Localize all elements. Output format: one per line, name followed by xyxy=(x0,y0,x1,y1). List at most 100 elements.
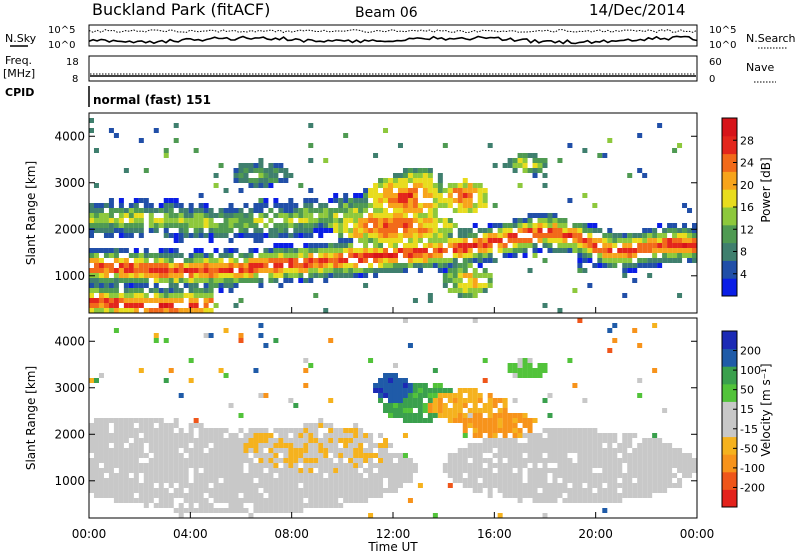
power-cell xyxy=(363,208,369,213)
power-cell xyxy=(158,203,164,208)
velocity-cell xyxy=(333,473,339,478)
power-cell xyxy=(273,258,279,263)
power-cell xyxy=(373,273,379,278)
power-cell xyxy=(417,168,423,173)
power-cell xyxy=(163,258,169,263)
power-cell xyxy=(622,253,628,258)
velocity-cell xyxy=(268,493,274,498)
velocity-cell xyxy=(692,468,698,473)
power-cell xyxy=(158,208,164,213)
power-cell xyxy=(303,198,309,203)
power-cell xyxy=(427,223,433,228)
power-cell xyxy=(378,258,384,263)
power-cell xyxy=(218,163,224,168)
velocity-cell xyxy=(358,498,364,503)
power-cell xyxy=(143,168,149,173)
velocity-cell xyxy=(467,413,473,418)
power-cell xyxy=(338,258,344,263)
power-cell xyxy=(388,258,394,263)
velocity-cell xyxy=(123,468,129,473)
power-cell xyxy=(323,278,329,283)
velocity-cell xyxy=(497,418,503,423)
velocity-cell xyxy=(547,443,553,448)
power-cell xyxy=(158,268,164,273)
velocity-cell xyxy=(597,488,603,493)
velocity-cell xyxy=(168,448,174,453)
power-cell xyxy=(133,268,139,273)
velocity-cell xyxy=(153,428,159,433)
velocity-cell xyxy=(582,428,588,433)
velocity-cell xyxy=(123,458,129,463)
power-cell xyxy=(273,243,279,248)
power-cell xyxy=(358,203,364,208)
power-cell xyxy=(203,233,209,238)
velocity-cell xyxy=(642,448,648,453)
velocity-cell xyxy=(333,453,339,458)
velocity-cell xyxy=(622,433,628,438)
power-cell xyxy=(507,253,513,258)
velocity-cell xyxy=(198,443,204,448)
velocity-cell xyxy=(532,373,538,378)
power-cell xyxy=(308,203,314,208)
power-cell xyxy=(557,248,563,253)
power-cell xyxy=(283,243,289,248)
power-cell xyxy=(188,283,194,288)
power-cell xyxy=(402,218,408,223)
velocity-cell xyxy=(582,398,588,403)
cpid-mode: normal (fast) 151 xyxy=(93,93,211,107)
velocity-cell xyxy=(318,498,324,503)
velocity-cell xyxy=(512,443,518,448)
power-cell xyxy=(482,288,488,293)
velocity-cell xyxy=(442,393,448,398)
power-cell xyxy=(293,233,299,238)
velocity-cell xyxy=(472,418,478,423)
power-cell xyxy=(388,233,394,238)
velocity-cell xyxy=(597,453,603,458)
power-cell xyxy=(128,253,134,258)
velocity-cell xyxy=(562,428,568,433)
velocity-cell xyxy=(193,483,199,488)
power-cell xyxy=(512,163,518,168)
velocity-cell xyxy=(492,418,498,423)
velocity-cell xyxy=(323,483,329,488)
power-cell xyxy=(432,208,438,213)
power-cell xyxy=(457,253,463,258)
power-cell xyxy=(472,268,478,273)
velocity-cell xyxy=(323,433,329,438)
velocity-cell xyxy=(407,473,413,478)
power-cell xyxy=(128,278,134,283)
power-cell xyxy=(118,228,124,233)
power-cell xyxy=(358,213,364,218)
velocity-cell xyxy=(298,488,304,493)
velocity-cell xyxy=(577,473,583,478)
velocity-cell xyxy=(263,458,269,463)
velocity-cell xyxy=(153,478,159,483)
velocity-cell xyxy=(388,373,394,378)
velocity-cell xyxy=(88,428,94,433)
velocity-cell xyxy=(597,493,603,498)
power-cell xyxy=(193,268,199,273)
velocity-cell xyxy=(612,493,618,498)
power-cell xyxy=(373,253,379,258)
velocity-cell xyxy=(173,478,179,483)
velocity-cell xyxy=(333,438,339,443)
power-cell xyxy=(283,218,289,223)
velocity-cell xyxy=(343,498,349,503)
velocity-cell xyxy=(198,453,204,458)
velocity-cell xyxy=(348,433,354,438)
power-cell xyxy=(233,303,239,308)
velocity-cell xyxy=(627,433,633,438)
power-cell xyxy=(358,238,364,243)
power-cell xyxy=(452,188,458,193)
velocity-cell xyxy=(462,483,468,488)
velocity-cell xyxy=(193,468,199,473)
power-cell xyxy=(687,248,693,253)
velocity-cell xyxy=(532,418,538,423)
power-cell xyxy=(582,238,588,243)
power-cell xyxy=(188,253,194,258)
velocity-cell xyxy=(323,458,329,463)
power-cell xyxy=(208,278,214,283)
velocity-cell xyxy=(208,493,214,498)
power-cell xyxy=(467,253,473,258)
cpid-panel: CPID normal (fast) 151 xyxy=(5,86,211,107)
